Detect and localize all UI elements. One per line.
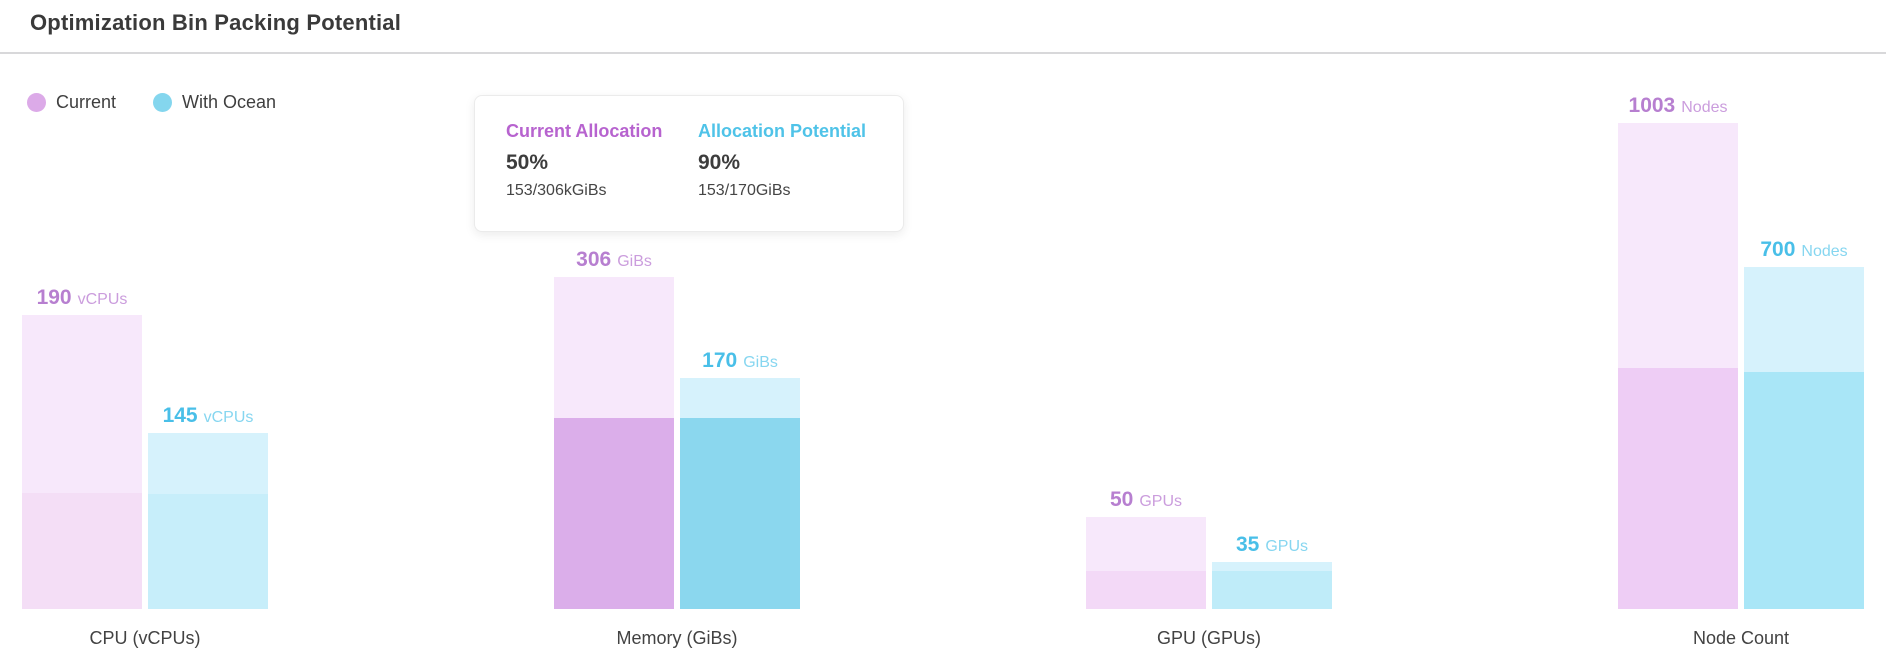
tooltip-current-title: Current Allocation	[506, 121, 663, 141]
allocated-segment-current-memory	[554, 418, 674, 609]
category-label-cpu: CPU (vCPUs)	[89, 628, 201, 648]
allocated-segment-current-gpu	[1086, 571, 1206, 609]
bar-value-unit: Nodes	[1801, 243, 1848, 260]
category-label-gpu: GPU (GPUs)	[1156, 628, 1261, 648]
bar-with-ocean-memory[interactable]	[680, 378, 800, 609]
bar-value-unit: Nodes	[1681, 99, 1728, 116]
tooltip-potential-title: Allocation Potential	[698, 121, 867, 141]
category-label-node-count: Node Count	[1692, 628, 1790, 648]
bar-value-label-current-gpu: 50 GPUs	[1086, 488, 1206, 512]
bar-with-ocean-cpu[interactable]	[148, 433, 268, 609]
category-label-memory: Memory (GiBs)	[616, 628, 738, 648]
bar-group-cpu: 190 vCPUs 145 vCPUs CPU (vCPUs)	[22, 0, 268, 666]
allocated-segment-with-ocean-memory	[680, 418, 800, 609]
bar-value-unit: GPUs	[1139, 493, 1183, 510]
bar-value-number: 700	[1760, 238, 1796, 261]
allocation-tooltip: Current Allocation 50% 153/306kGiBs Allo…	[474, 95, 904, 232]
bar-current-memory[interactable]	[554, 277, 674, 609]
bar-current-node-count[interactable]	[1618, 123, 1738, 609]
tooltip-current-allocation: Current Allocation 50% 153/306kGiBs	[506, 121, 698, 231]
allocated-segment-with-ocean-gpu	[1212, 571, 1332, 609]
bar-value-number: 50	[1109, 488, 1134, 511]
bar-value-number: 190	[36, 286, 72, 309]
allocated-segment-with-ocean-cpu	[148, 494, 268, 609]
tooltip-current-detail: 153/306kGiBs	[506, 182, 607, 199]
bar-value-label-current-node-count: 1003 Nodes	[1618, 94, 1738, 118]
bar-group-memory: 306 GiBs 170 GiBs Memory (GiBs)	[554, 0, 800, 666]
bar-value-unit: vCPUs	[203, 409, 254, 426]
bar-value-label-with-ocean-gpu: 35 GPUs	[1212, 533, 1332, 557]
allocated-segment-current-cpu	[22, 493, 142, 609]
tooltip-allocation-potential: Allocation Potential 90% 153/170GiBs	[698, 121, 866, 231]
legend-item-with-ocean[interactable]: With Ocean	[153, 92, 276, 113]
allocated-segment-current-node-count	[1618, 368, 1738, 609]
legend-item-label: Current	[56, 92, 117, 112]
with-ocean-series-dot-icon	[153, 93, 173, 112]
bar-current-gpu[interactable]	[1086, 517, 1206, 609]
bar-value-unit: GPUs	[1265, 538, 1309, 555]
bar-group-node-count: 1003 Nodes 700 Nodes Node Count	[1618, 0, 1864, 666]
bar-group-gpu: 50 GPUs 35 GPUs GPU (GPUs)	[1086, 0, 1332, 666]
bar-value-unit: GiBs	[743, 354, 778, 371]
bar-value-label-current-cpu: 190 vCPUs	[22, 286, 142, 310]
bar-value-unit: vCPUs	[77, 291, 128, 308]
bar-value-number: 306	[576, 248, 612, 271]
tooltip-current-percent: 50%	[506, 151, 549, 174]
bar-value-label-with-ocean-memory: 170 GiBs	[680, 349, 800, 373]
bar-value-number: 145	[162, 404, 198, 427]
bar-value-label-with-ocean-cpu: 145 vCPUs	[148, 404, 268, 428]
bar-value-unit: GiBs	[617, 253, 652, 270]
tooltip-potential-percent: 90%	[698, 151, 741, 174]
legend-item-label: With Ocean	[182, 92, 277, 112]
tooltip-potential-detail: 153/170GiBs	[698, 182, 791, 199]
bar-value-number: 170	[702, 349, 738, 372]
bar-value-number: 35	[1235, 533, 1260, 556]
bar-with-ocean-node-count[interactable]	[1744, 267, 1864, 609]
page-title: Optimization Bin Packing Potential	[30, 10, 402, 35]
current-series-dot-icon	[27, 93, 46, 112]
header-divider	[0, 52, 1886, 54]
bar-with-ocean-gpu[interactable]	[1212, 562, 1332, 609]
chart-legend: Current With Ocean	[27, 92, 276, 113]
bar-current-cpu[interactable]	[22, 315, 142, 609]
allocated-segment-with-ocean-node-count	[1744, 372, 1864, 609]
bar-value-number: 1003	[1628, 94, 1676, 117]
legend-item-current[interactable]: Current	[27, 92, 116, 113]
bar-value-label-with-ocean-node-count: 700 Nodes	[1744, 238, 1864, 262]
bar-value-label-current-memory: 306 GiBs	[554, 248, 674, 272]
